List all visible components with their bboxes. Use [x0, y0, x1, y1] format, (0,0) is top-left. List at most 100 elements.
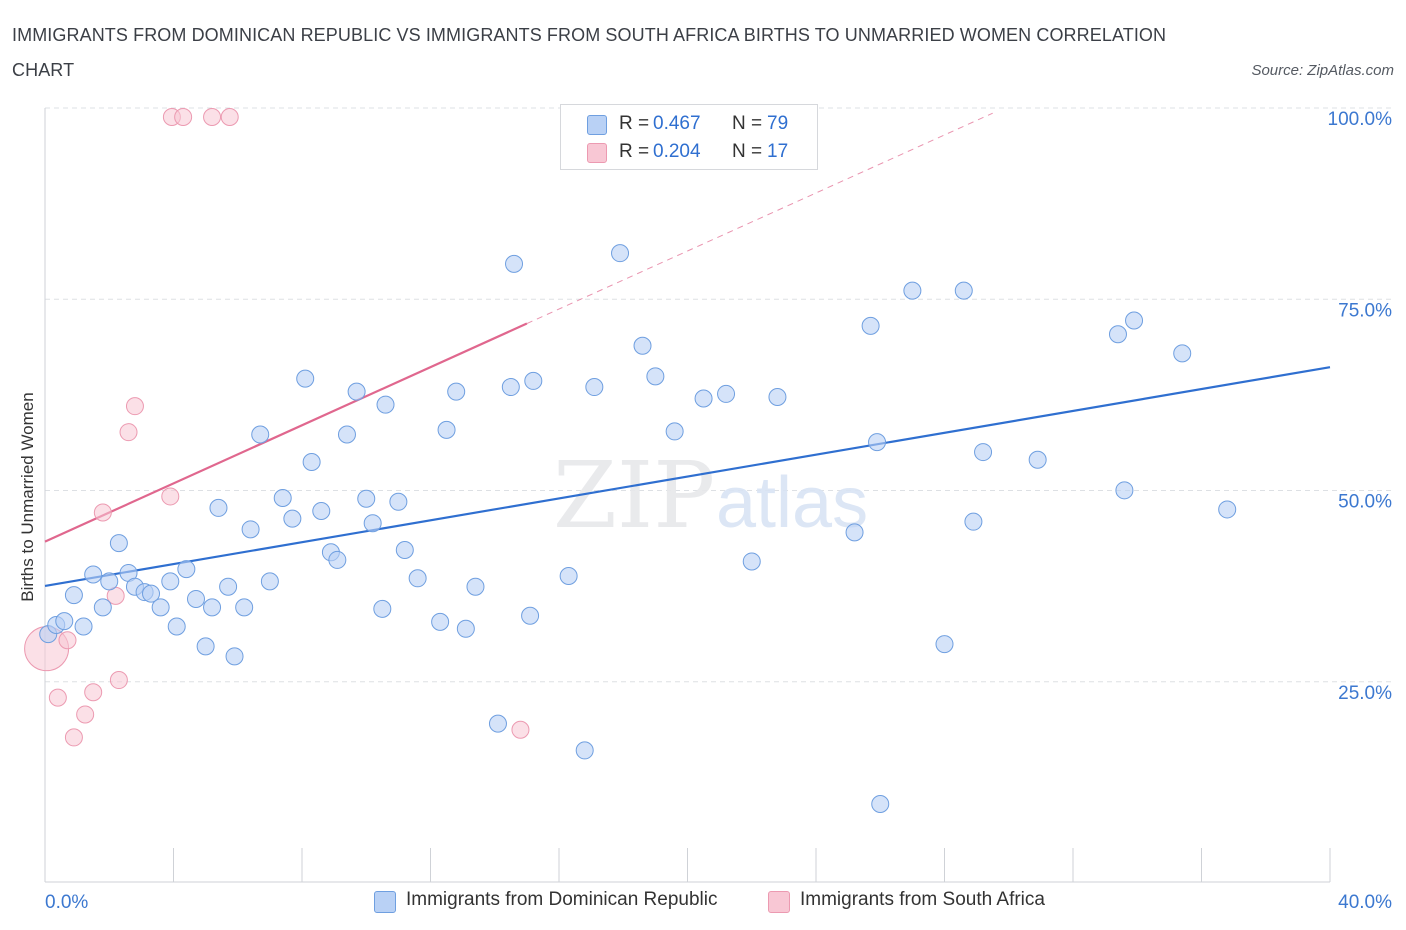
data-point-dominican-republic	[575, 741, 594, 760]
trend-line-dominican	[44, 366, 1331, 588]
bottom-legend-swatch-pink	[768, 891, 790, 913]
data-point-south-africa	[119, 423, 138, 442]
chart-title: IMMIGRANTS FROM DOMINICAN REPUBLIC VS IM…	[12, 25, 1167, 80]
data-point-dominican-republic	[742, 552, 761, 571]
legend-n-value: 79	[767, 113, 789, 134]
data-point-south-africa	[161, 487, 180, 506]
data-point-dominican-republic	[357, 489, 376, 508]
data-point-dominican-republic	[1115, 481, 1134, 500]
x-tick-label-min: 0.0%	[45, 892, 88, 913]
data-point-south-africa	[76, 705, 95, 724]
data-point-dominican-republic	[225, 647, 244, 666]
data-point-dominican-republic	[84, 565, 103, 584]
y-tick-label: 25.0%	[1338, 683, 1392, 704]
data-point-dominican-republic	[219, 577, 238, 596]
data-point-dominican-republic	[521, 606, 540, 625]
data-point-dominican-republic	[312, 501, 331, 520]
data-point-dominican-republic	[328, 550, 347, 569]
watermark-atlas: atlas	[716, 463, 868, 543]
legend-n-label: N =	[732, 113, 763, 134]
data-point-dominican-republic	[373, 599, 392, 618]
bottom-legend-swatch-blue	[374, 891, 396, 913]
trend-line-south-africa	[44, 322, 528, 543]
data-point-dominican-republic	[151, 598, 170, 617]
data-point-dominican-republic	[954, 281, 973, 300]
data-point-dominican-republic	[488, 714, 507, 733]
data-point-dominican-republic	[447, 382, 466, 401]
data-point-dominican-republic	[167, 617, 186, 636]
data-point-dominican-republic	[109, 534, 128, 553]
data-point-dominican-republic	[408, 569, 427, 588]
data-point-dominican-republic	[505, 254, 524, 273]
data-point-dominican-republic	[633, 336, 652, 355]
data-point-dominican-republic	[868, 433, 887, 452]
bottom-legend-label: Immigrants from Dominican Republic	[406, 889, 718, 910]
data-point-dominican-republic	[283, 509, 302, 528]
data-point-dominican-republic	[861, 316, 880, 335]
data-point-dominican-republic	[55, 612, 74, 631]
data-point-dominican-republic	[296, 369, 315, 388]
data-point-dominican-republic	[768, 387, 787, 406]
data-point-dominican-republic	[903, 281, 922, 300]
data-point-south-africa	[220, 108, 239, 126]
data-point-south-africa	[93, 503, 112, 522]
x-tick-label-max: 40.0%	[1338, 892, 1392, 913]
data-point-dominican-republic	[1108, 325, 1127, 344]
data-point-dominican-republic	[524, 371, 543, 390]
legend-n-label: N =	[732, 141, 763, 162]
legend-r-label: R =	[619, 113, 650, 134]
data-point-south-africa	[58, 631, 77, 650]
data-point-dominican-republic	[142, 584, 161, 603]
data-point-dominican-republic	[585, 378, 604, 397]
data-point-dominican-republic	[871, 794, 890, 813]
legend-r-label: R =	[619, 141, 650, 162]
data-point-south-africa	[174, 108, 193, 126]
data-point-dominican-republic	[302, 453, 321, 472]
data-point-dominican-republic	[93, 598, 112, 617]
data-point-dominican-republic	[196, 637, 215, 656]
data-point-dominican-republic	[64, 586, 83, 605]
y-tick-label: 100.0%	[1328, 109, 1393, 130]
legend-swatch-blue	[587, 115, 607, 135]
data-point-dominican-republic	[177, 560, 196, 579]
data-point-dominican-republic	[456, 619, 475, 638]
data-point-dominican-republic	[363, 514, 382, 533]
data-point-dominican-republic	[241, 520, 260, 539]
data-point-dominican-republic	[395, 540, 414, 559]
y-tick-label: 75.0%	[1338, 300, 1392, 321]
data-point-dominican-republic	[665, 422, 684, 441]
legend-r-value: 0.467	[653, 113, 701, 134]
data-point-dominican-republic	[209, 498, 228, 517]
data-point-dominican-republic	[845, 523, 864, 542]
data-point-dominican-republic	[74, 617, 93, 636]
data-point-dominican-republic	[717, 384, 736, 403]
data-point-dominican-republic	[389, 492, 408, 511]
data-point-dominican-republic	[376, 395, 395, 414]
data-point-dominican-republic	[935, 635, 954, 654]
data-point-dominican-republic	[161, 572, 180, 591]
data-point-dominican-republic	[437, 420, 456, 439]
data-point-dominican-republic	[347, 382, 366, 401]
data-point-south-africa	[511, 720, 530, 739]
watermark: ZIP atlas	[553, 442, 868, 549]
data-point-dominican-republic	[611, 244, 630, 263]
data-point-dominican-republic	[337, 425, 356, 444]
bottom-legend-label: Immigrants from South Africa	[800, 889, 1045, 910]
data-point-dominican-republic	[431, 612, 450, 631]
data-point-dominican-republic	[1125, 311, 1144, 330]
data-point-south-africa	[48, 688, 67, 707]
chart-source: Source: ZipAtlas.com	[1251, 62, 1394, 79]
data-point-south-africa	[125, 397, 144, 416]
legend-swatch-pink	[587, 143, 607, 163]
data-point-dominican-republic	[251, 425, 270, 444]
axis-layer	[44, 108, 1331, 883]
data-point-dominican-republic	[1173, 344, 1192, 363]
data-point-dominican-republic	[260, 572, 279, 591]
data-point-south-africa	[64, 728, 83, 747]
data-point-dominican-republic	[964, 512, 983, 531]
data-point-dominican-republic	[1028, 450, 1047, 469]
data-point-dominican-republic	[235, 598, 254, 617]
trend-extension-south-africa	[526, 112, 993, 325]
data-point-dominican-republic	[559, 567, 578, 585]
